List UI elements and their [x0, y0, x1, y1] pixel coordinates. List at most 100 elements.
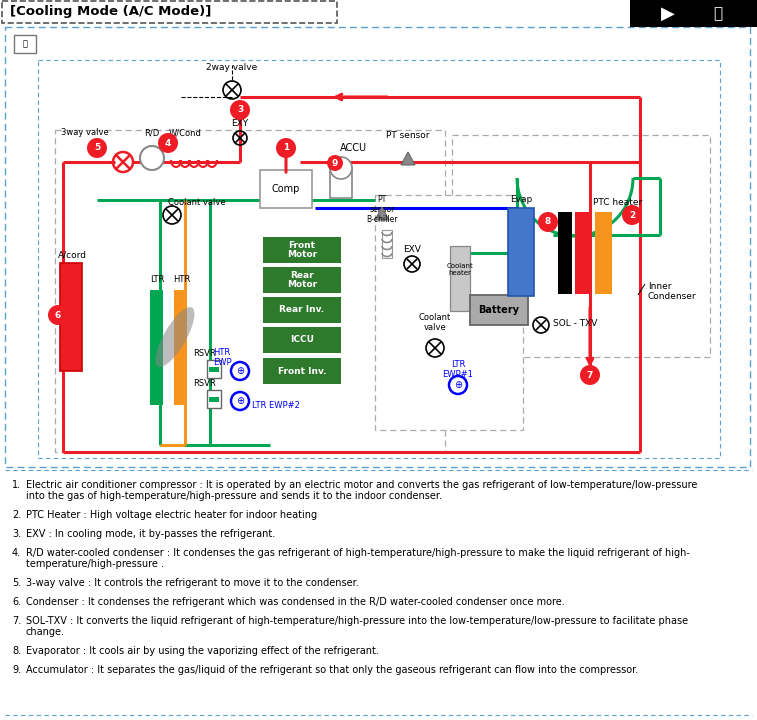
Text: 1.: 1.: [12, 480, 21, 490]
Text: LTR
EWP#1: LTR EWP#1: [443, 360, 473, 379]
Text: A/cord: A/cord: [58, 250, 86, 259]
Text: Evaporator : It cools air by using the vaporizing effect of the refrigerant.: Evaporator : It cools air by using the v…: [26, 646, 378, 656]
Bar: [14, 35, 36, 53]
Text: PTC Heater : High voltage electric heater for indoor heating: PTC Heater : High voltage electric heate…: [26, 510, 317, 520]
Text: Front
Motor: Front Motor: [287, 240, 317, 259]
Text: 5.: 5.: [12, 578, 21, 588]
Bar: [207, 390, 221, 408]
Text: 9: 9: [332, 158, 338, 168]
Text: 6.: 6.: [12, 597, 21, 607]
Bar: [452, 135, 710, 357]
Text: ⛰: ⛰: [23, 40, 27, 48]
Text: Rear
Motor: Rear Motor: [287, 271, 317, 289]
Text: 9.: 9.: [12, 665, 21, 675]
Text: 3way valve: 3way valve: [61, 128, 109, 137]
Text: R/D: R/D: [145, 128, 160, 137]
Bar: [260, 170, 312, 208]
Circle shape: [538, 212, 558, 232]
Text: EXY: EXY: [232, 119, 248, 128]
Text: temperature/high-pressure .: temperature/high-pressure .: [26, 559, 164, 569]
Text: B-chiller: B-chiller: [366, 215, 397, 224]
Bar: [263, 358, 341, 384]
Text: into the gas of high-temperature/high-pressure and sends it to the indoor conden: into the gas of high-temperature/high-pr…: [26, 491, 442, 501]
Text: PT
sensor: PT sensor: [369, 195, 394, 215]
Text: Comp: Comp: [272, 184, 301, 194]
Bar: [595, 212, 612, 294]
Bar: [263, 327, 341, 353]
Text: ⊕: ⊕: [454, 380, 462, 390]
Text: 3-way valve : It controls the refrigerant to move it to the condenser.: 3-way valve : It controls the refrigeran…: [26, 578, 359, 588]
Circle shape: [580, 365, 600, 385]
Text: RSVR: RSVR: [194, 349, 217, 358]
Text: change.: change.: [26, 627, 65, 637]
Bar: [263, 297, 341, 323]
Bar: [558, 212, 572, 294]
Text: Accumulator : It separates the gas/liquid of the refrigerant so that only the ga: Accumulator : It separates the gas/liqui…: [26, 665, 638, 675]
Text: 1: 1: [283, 143, 289, 153]
Text: SOL - TXV: SOL - TXV: [553, 318, 597, 328]
Text: ⊕: ⊕: [236, 366, 244, 376]
Bar: [207, 360, 221, 378]
Circle shape: [231, 392, 249, 410]
Text: ✋: ✋: [713, 6, 723, 21]
Text: ⊕: ⊕: [236, 396, 244, 406]
Text: Rear Inv.: Rear Inv.: [279, 305, 325, 315]
Bar: [55, 130, 445, 452]
Text: 5: 5: [94, 143, 100, 153]
Text: ICCU: ICCU: [290, 336, 314, 344]
Bar: [263, 237, 341, 263]
Bar: [263, 267, 341, 293]
Circle shape: [231, 362, 249, 380]
Text: PTC heater: PTC heater: [593, 198, 643, 207]
Text: [Cooling Mode (A/C Mode)]: [Cooling Mode (A/C Mode)]: [10, 6, 211, 19]
Bar: [5, 27, 750, 467]
Circle shape: [327, 155, 343, 171]
Ellipse shape: [155, 307, 195, 367]
Text: ACCU: ACCU: [340, 143, 367, 153]
Text: 4: 4: [165, 138, 171, 148]
Circle shape: [276, 138, 296, 158]
Text: HTR: HTR: [173, 275, 191, 284]
Bar: [382, 230, 392, 258]
Bar: [575, 212, 592, 294]
Bar: [2, 1, 337, 23]
Text: Inner
Condenser: Inner Condenser: [648, 282, 696, 302]
Bar: [450, 246, 470, 311]
Text: LTR EWP#2: LTR EWP#2: [252, 400, 300, 410]
Text: 2.: 2.: [12, 510, 21, 520]
Bar: [630, 0, 757, 27]
Text: Coolant
heater: Coolant heater: [447, 263, 473, 276]
Text: Evap: Evap: [510, 195, 532, 204]
Bar: [209, 367, 219, 372]
Text: Coolant valve: Coolant valve: [168, 198, 226, 207]
Bar: [330, 168, 352, 198]
Text: 2: 2: [629, 210, 635, 220]
Circle shape: [140, 146, 164, 170]
Text: R/D water-cooled condenser : It condenses the gas refrigerant of high-temperatur: R/D water-cooled condenser : It condense…: [26, 548, 690, 558]
Text: 4.: 4.: [12, 548, 21, 558]
Bar: [209, 397, 219, 402]
Text: EXV: EXV: [403, 245, 421, 254]
Text: 8: 8: [545, 217, 551, 227]
Circle shape: [48, 305, 68, 325]
Text: PT sensor: PT sensor: [386, 131, 430, 140]
Circle shape: [330, 157, 352, 179]
Text: SOL-TXV : It converts the liquid refrigerant of high-temperature/high-pressure i: SOL-TXV : It converts the liquid refrige…: [26, 616, 688, 626]
Text: ▶: ▶: [661, 4, 675, 22]
Text: LTR: LTR: [150, 275, 164, 284]
Text: 3: 3: [237, 106, 243, 114]
Circle shape: [87, 138, 107, 158]
Text: 7: 7: [587, 371, 593, 379]
Text: 6: 6: [55, 310, 61, 320]
Text: Electric air conditioner compressor : It is operated by an electric motor and co: Electric air conditioner compressor : It…: [26, 480, 697, 490]
Text: RSVR: RSVR: [194, 379, 217, 388]
Bar: [174, 290, 187, 405]
Polygon shape: [401, 152, 415, 165]
Text: 7.: 7.: [12, 616, 21, 626]
Circle shape: [622, 205, 642, 225]
Polygon shape: [375, 207, 389, 220]
Text: EXV : In cooling mode, it by-passes the refrigerant.: EXV : In cooling mode, it by-passes the …: [26, 529, 276, 539]
Text: Front Inv.: Front Inv.: [278, 366, 326, 376]
Circle shape: [230, 100, 250, 120]
Text: W/Cond: W/Cond: [169, 128, 201, 137]
